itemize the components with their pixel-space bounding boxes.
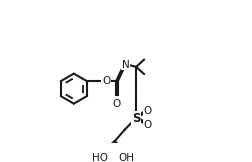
Text: O: O bbox=[143, 120, 152, 130]
Text: O: O bbox=[102, 76, 110, 86]
Text: O: O bbox=[143, 106, 152, 116]
Text: O: O bbox=[112, 99, 120, 109]
Text: N: N bbox=[121, 60, 129, 70]
Text: OH: OH bbox=[119, 153, 135, 162]
Text: S: S bbox=[132, 112, 140, 125]
Text: HO: HO bbox=[92, 153, 108, 162]
